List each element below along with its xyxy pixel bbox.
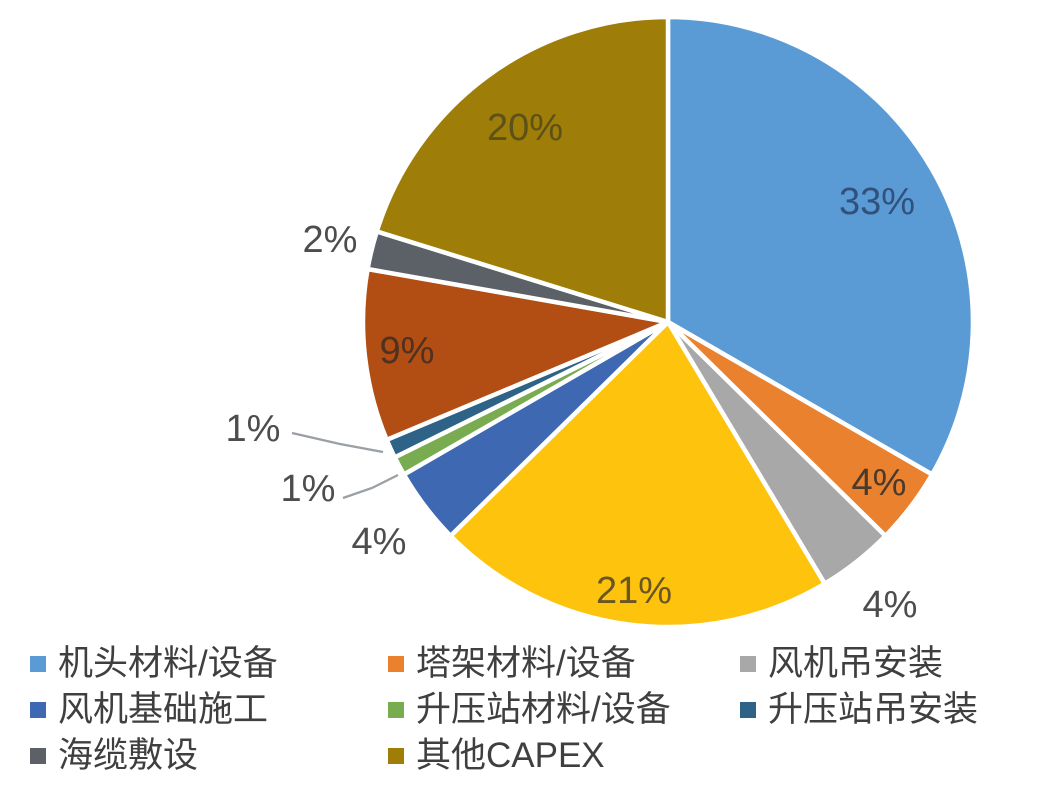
legend-swatch-icon bbox=[388, 655, 404, 672]
pie-slice-8 bbox=[360, 266, 671, 443]
legend-swatch-icon bbox=[740, 701, 756, 718]
slice-percent-label: 2% bbox=[303, 219, 358, 261]
legend-label: 风机吊安装 bbox=[768, 644, 944, 683]
legend-item-8: 其他CAPEX bbox=[388, 736, 740, 775]
slice-percent-label: 4% bbox=[863, 584, 918, 626]
legend-label: 升压站吊安装 bbox=[768, 690, 979, 729]
slice-percent-label: 4% bbox=[852, 462, 907, 504]
legend-label: 海缆敷设 bbox=[58, 736, 199, 775]
legend-item-6: 升压站吊安装 bbox=[740, 690, 1040, 729]
legend-label: 风机基础施工 bbox=[58, 690, 269, 729]
pie-chart: 33% 4% 4% 21% 4% 1% 1% 9% 2% 20% bbox=[225, 14, 976, 630]
slice-percent-label: 33% bbox=[839, 181, 915, 223]
label-leader-line bbox=[291, 431, 384, 454]
slice-percent-label: 21% bbox=[596, 570, 672, 612]
pie-slice-10 bbox=[374, 14, 671, 325]
legend-item-5: 升压站材料/设备 bbox=[388, 690, 740, 729]
legend-swatch-icon bbox=[30, 701, 46, 718]
legend-label: 塔架材料/设备 bbox=[416, 644, 636, 683]
legend-swatch-icon bbox=[388, 747, 404, 764]
legend-swatch-icon bbox=[388, 701, 404, 718]
pie-chart-canvas: 33% 4% 4% 21% 4% 1%1% 9% 2% 20% bbox=[225, 14, 976, 630]
slice-percent-label: 20% bbox=[487, 107, 563, 149]
legend-item-1: 机头材料/设备 bbox=[30, 644, 388, 683]
legend-label: 其他CAPEX bbox=[416, 736, 605, 775]
legend-swatch-icon bbox=[30, 747, 46, 764]
legend-item-7: 海缆敷设 bbox=[30, 736, 388, 775]
legend-label: 机头材料/设备 bbox=[58, 644, 278, 683]
slice-percent-label: 1% bbox=[281, 468, 336, 510]
slice-percent-label: 4% bbox=[352, 521, 407, 563]
slice-percent-label: 9% bbox=[380, 330, 435, 372]
legend-label: 升压站材料/设备 bbox=[416, 690, 671, 729]
label-leader-line bbox=[342, 473, 399, 500]
legend-item-3: 风机吊安装 bbox=[740, 644, 1040, 683]
slice-percent-label: 1% bbox=[226, 408, 281, 450]
legend-swatch-icon bbox=[740, 655, 756, 672]
legend-swatch-icon bbox=[30, 655, 46, 672]
legend-item-2: 塔架材料/设备 bbox=[388, 644, 740, 683]
pie-slice-4 bbox=[448, 319, 827, 630]
chart-legend: 机头材料/设备 塔架材料/设备 风机吊安装风机基础施工 升压站材料/设备 升压站吊安装海… bbox=[30, 644, 1040, 775]
legend-item-4: 风机基础施工 bbox=[30, 690, 388, 729]
pie-slice-1 bbox=[665, 14, 976, 477]
